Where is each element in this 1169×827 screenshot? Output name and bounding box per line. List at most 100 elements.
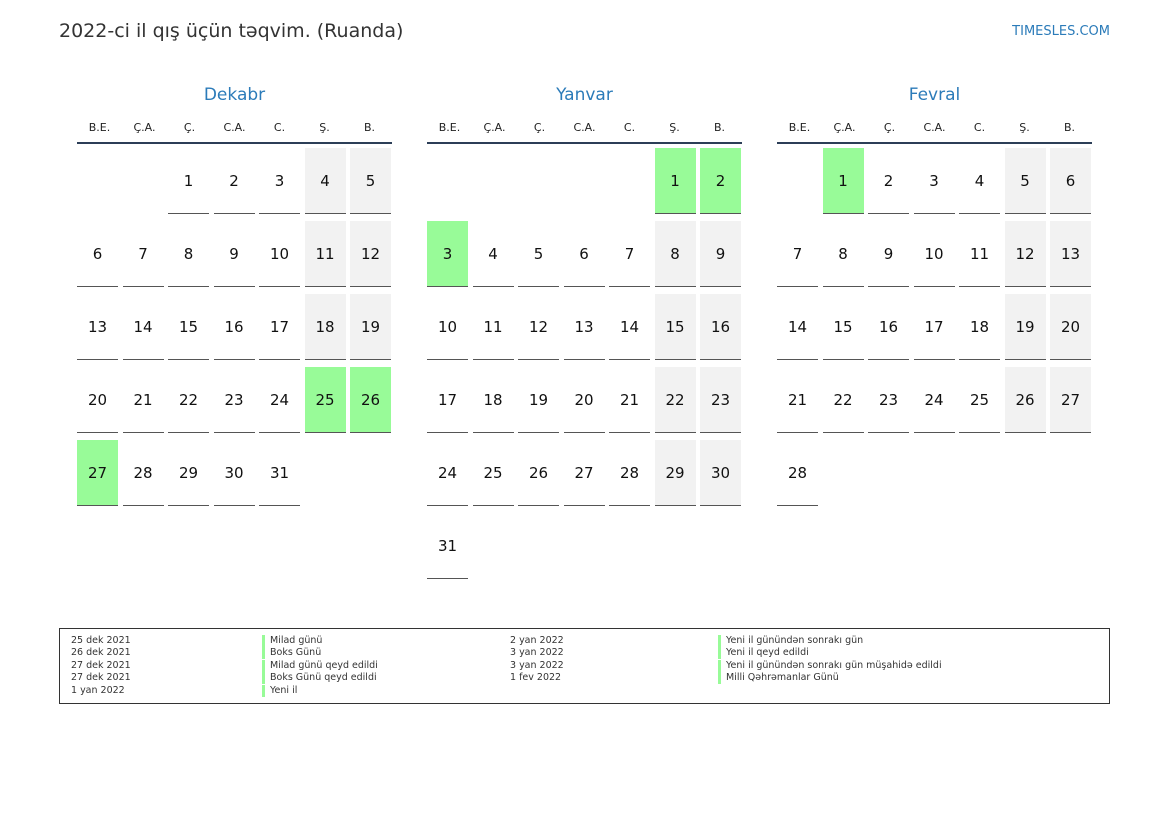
- day-cell: 18: [959, 294, 1000, 360]
- holiday-day-cell: 2: [700, 148, 741, 214]
- legend-date: 3 yan 2022: [510, 659, 564, 671]
- weekday-header: B.E. Ç.A. Ç. C.A. C. Ş. B.: [77, 114, 392, 144]
- day-cell: 20: [563, 367, 605, 433]
- day-cell: 4: [304, 148, 346, 214]
- day-cell: 27: [1050, 367, 1091, 433]
- day-cell: 10: [913, 221, 955, 287]
- month-1: Yanvar B.E. Ç.A. Ç. C.A. C. Ş. B. 1 2 3 4 5 6 7 8 9 10 11 1…: [427, 84, 742, 579]
- day-cell: 30: [213, 440, 255, 506]
- day-cell: 22: [168, 367, 209, 433]
- day-cell: 5: [350, 148, 391, 214]
- day-cell: 13: [77, 294, 118, 360]
- weekday-header: B.E. Ç.A. Ç. C.A. C. Ş. B.: [427, 114, 742, 144]
- holiday-day-cell: 25: [304, 367, 346, 433]
- legend-date: 1 fev 2022: [510, 672, 562, 684]
- day-cell: 14: [122, 294, 164, 360]
- day-cell: 12: [518, 294, 559, 360]
- legend-holiday-name: Yeni il günündən sonrakı gün müşahidə ed…: [718, 659, 942, 672]
- page-title: 2022-ci il qış üçün təqvim. (Ruanda): [59, 20, 404, 42]
- day-cell: 11: [959, 221, 1000, 287]
- day-cell: 23: [868, 367, 909, 433]
- day-cell: 12: [1004, 221, 1046, 287]
- weekday-label: C.: [973, 121, 986, 134]
- day-cell: 13: [563, 294, 605, 360]
- day-cell: 24: [913, 367, 955, 433]
- day-cell: 10: [259, 221, 300, 287]
- month-name: Dekabr: [203, 85, 266, 105]
- legend-date: 1 yan 2022: [71, 684, 125, 696]
- legend-date: 27 dek 2021: [71, 672, 131, 684]
- month-2: Fevral B.E. Ç.A. Ç. C.A. C. Ş. B. 1 2 3 4 5 6 7 8 9 10 11 1…: [777, 84, 1092, 506]
- weekday-label: Ç.A.: [133, 121, 156, 134]
- weekday-label: Ç.: [533, 121, 546, 134]
- day-cell: 23: [700, 367, 741, 433]
- day-cell: 21: [122, 367, 164, 433]
- weekday-label: Ş.: [1019, 121, 1030, 134]
- day-cell: 17: [259, 294, 300, 360]
- weekday-label: Ç.A.: [833, 121, 856, 134]
- holiday-day-cell: 26: [350, 367, 391, 433]
- day-cell: 27: [563, 440, 605, 506]
- day-cell: 15: [822, 294, 864, 360]
- day-cell: 29: [168, 440, 209, 506]
- legend-holiday-name: Milad günü qeyd edildi: [262, 659, 378, 672]
- day-cell: 18: [304, 294, 346, 360]
- legend-date: 2 yan 2022: [510, 635, 564, 646]
- day-cell: 14: [609, 294, 650, 360]
- day-cell: 20: [1050, 294, 1091, 360]
- day-cell: 6: [77, 221, 118, 287]
- weekday-label: Ç.: [883, 121, 896, 134]
- day-cell: 18: [472, 367, 514, 433]
- day-cell: 7: [609, 221, 650, 287]
- day-cell: 28: [122, 440, 164, 506]
- day-cell: 25: [472, 440, 514, 506]
- legend-date: 27 dek 2021: [71, 659, 131, 671]
- month-0: Dekabr B.E. Ç.A. Ç. C.A. C. Ş. B. 1 2 3 4 5 6 7 8 9 10 11 1…: [77, 84, 392, 506]
- day-cell: 24: [427, 440, 468, 506]
- weekday-label: Ş.: [319, 121, 330, 134]
- legend-holiday-name: Boks Günü qeyd edildi: [262, 672, 377, 685]
- weekday-label: Ç.: [183, 121, 196, 134]
- day-cell: 26: [1004, 367, 1046, 433]
- day-cell: 9: [700, 221, 741, 287]
- day-cell: 29: [654, 440, 696, 506]
- weekday-label: B.: [1063, 121, 1076, 134]
- weekday-label: B.E.: [438, 121, 461, 134]
- day-cell: 31: [259, 440, 300, 506]
- day-cell: 2: [213, 148, 255, 214]
- weekday-label: Ç.A.: [483, 121, 506, 134]
- day-cell: 12: [350, 221, 391, 287]
- legend-holiday-name: Boks Günü: [262, 647, 321, 660]
- day-cell: 4: [959, 148, 1000, 214]
- day-cell: 6: [563, 221, 605, 287]
- holiday-day-cell: 3: [427, 221, 468, 287]
- day-cell: 8: [822, 221, 864, 287]
- holiday-day-cell: 27: [77, 440, 118, 506]
- day-cell: 15: [654, 294, 696, 360]
- legend-date: 26 dek 2021: [71, 647, 131, 659]
- legend-holiday-name: Yeni il günündən sonrakı gün: [718, 635, 863, 647]
- day-cell: 16: [700, 294, 741, 360]
- day-cell: 28: [777, 440, 818, 506]
- weekday-label: C.A.: [923, 121, 946, 134]
- day-cell: 25: [959, 367, 1000, 433]
- day-cell: 15: [168, 294, 209, 360]
- day-cell: 24: [259, 367, 300, 433]
- weekday-label: C.A.: [573, 121, 596, 134]
- legend-holiday-name: Milad günü: [262, 635, 322, 647]
- weekday-label: C.: [623, 121, 636, 134]
- brand-link[interactable]: TIMESLES.COM: [1012, 24, 1110, 39]
- weekday-label: C.: [273, 121, 286, 134]
- legend-holiday-name: Yeni il: [262, 684, 297, 697]
- day-cell: 2: [868, 148, 909, 214]
- day-cell: 8: [168, 221, 209, 287]
- day-cell: 21: [609, 367, 650, 433]
- day-cell: 7: [777, 221, 818, 287]
- weekday-label: B.: [713, 121, 726, 134]
- legend-holiday-name: Milli Qəhrəmanlar Günü: [718, 672, 839, 685]
- day-cell: 21: [777, 367, 818, 433]
- day-cell: 10: [427, 294, 468, 360]
- month-name: Fevral: [908, 85, 961, 105]
- day-cell: 19: [1004, 294, 1046, 360]
- day-cell: 19: [518, 367, 559, 433]
